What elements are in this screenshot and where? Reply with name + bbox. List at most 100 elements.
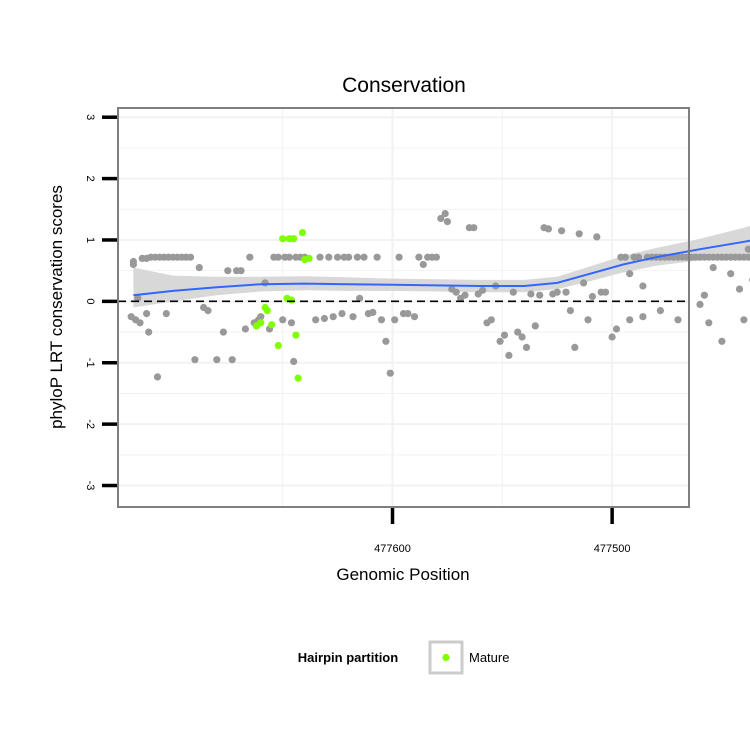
- plot-border: [117, 107, 690, 508]
- data-point: [369, 308, 377, 316]
- data-point: [279, 316, 287, 324]
- data-point: [257, 313, 265, 321]
- confidence-ribbon: [133, 225, 750, 308]
- data-point-mature: [292, 331, 300, 339]
- data-point: [639, 313, 647, 321]
- data-point: [639, 282, 647, 290]
- data-point: [386, 369, 394, 377]
- data-point: [566, 307, 575, 315]
- data-point: [373, 253, 381, 261]
- y-axis-title: phyloP LRT conservation scores: [47, 185, 66, 429]
- data-point: [553, 288, 561, 296]
- chart-title: Conservation: [342, 74, 466, 97]
- data-point-mature: [294, 374, 302, 382]
- data-point: [621, 253, 629, 261]
- data-point: [696, 300, 704, 308]
- data-point: [195, 264, 203, 272]
- data-point: [224, 267, 232, 275]
- data-point: [410, 313, 419, 321]
- data-point: [452, 288, 460, 296]
- legend-title: Hairpin partition: [298, 650, 398, 665]
- data-point: [601, 288, 610, 296]
- data-point-mature: [261, 303, 269, 312]
- data-point: [145, 328, 153, 336]
- data-point: [274, 253, 282, 261]
- smooth-trend-line: [133, 239, 750, 297]
- data-point: [718, 337, 726, 345]
- data-point: [415, 253, 423, 261]
- data-point-mature: [305, 254, 313, 262]
- data-point: [237, 267, 245, 275]
- data-point: [740, 316, 748, 324]
- data-point: [437, 214, 445, 223]
- data-point: [744, 253, 750, 261]
- y-tick-label: -2: [84, 419, 96, 429]
- data-point: [329, 313, 337, 321]
- data-point: [588, 292, 597, 301]
- x-tick-label: 477600: [374, 543, 411, 555]
- data-point: [287, 319, 296, 327]
- data-point: [584, 316, 592, 324]
- data-point: [153, 373, 162, 381]
- x-axis: 477600 477500: [374, 508, 630, 555]
- data-point: [487, 316, 495, 324]
- data-point: [505, 351, 513, 359]
- data-point: [228, 356, 236, 364]
- data-point: [496, 337, 504, 345]
- data-point: [580, 279, 588, 287]
- data-point: [735, 285, 744, 293]
- data-point: [312, 316, 320, 324]
- data-point: [575, 230, 583, 238]
- data-point: [709, 264, 717, 272]
- data-point: [353, 253, 361, 261]
- data-point-mature: [252, 322, 260, 330]
- y-tick-label: 3: [84, 114, 96, 120]
- data-point: [700, 291, 709, 299]
- data-point: [432, 253, 440, 261]
- data-point: [290, 357, 298, 366]
- y-tick-label: 1: [84, 237, 96, 243]
- data-point: [241, 325, 249, 333]
- data-point: [285, 253, 293, 261]
- data-point: [320, 314, 328, 323]
- data-point: [134, 294, 142, 302]
- legend-key-mature-icon: [442, 653, 450, 662]
- data-point: [345, 253, 353, 261]
- data-point: [562, 288, 570, 296]
- data-point: [338, 310, 346, 318]
- data-points: [127, 210, 750, 382]
- y-tick-label: -1: [84, 358, 96, 368]
- y-tick-label: 2: [84, 176, 96, 182]
- y-tick-label: -3: [84, 481, 96, 491]
- data-point: [162, 310, 170, 318]
- data-point-mature: [279, 235, 287, 243]
- data-point: [246, 253, 254, 261]
- data-point: [634, 253, 643, 261]
- x-tick-label: 477500: [594, 543, 631, 555]
- x-axis-title: Genomic Position: [336, 565, 469, 584]
- data-point: [470, 224, 478, 232]
- data-point: [441, 210, 449, 218]
- data-point: [261, 279, 269, 287]
- data-point: [518, 333, 526, 341]
- plot-panel: [118, 108, 689, 507]
- data-point: [531, 322, 539, 330]
- data-point: [593, 233, 601, 241]
- y-tick-label: 0: [84, 298, 96, 304]
- data-point: [391, 316, 399, 324]
- data-point: [479, 286, 487, 294]
- data-point: [191, 356, 199, 364]
- data-point: [316, 253, 324, 261]
- data-point: [377, 316, 386, 324]
- data-point: [204, 307, 212, 315]
- data-point: [527, 290, 535, 298]
- data-point: [360, 253, 368, 261]
- data-point: [558, 227, 566, 235]
- data-point: [727, 270, 735, 278]
- data-point: [536, 291, 544, 299]
- data-point: [571, 343, 579, 351]
- data-point: [129, 257, 137, 266]
- data-point: [626, 270, 634, 278]
- data-point: [143, 310, 151, 318]
